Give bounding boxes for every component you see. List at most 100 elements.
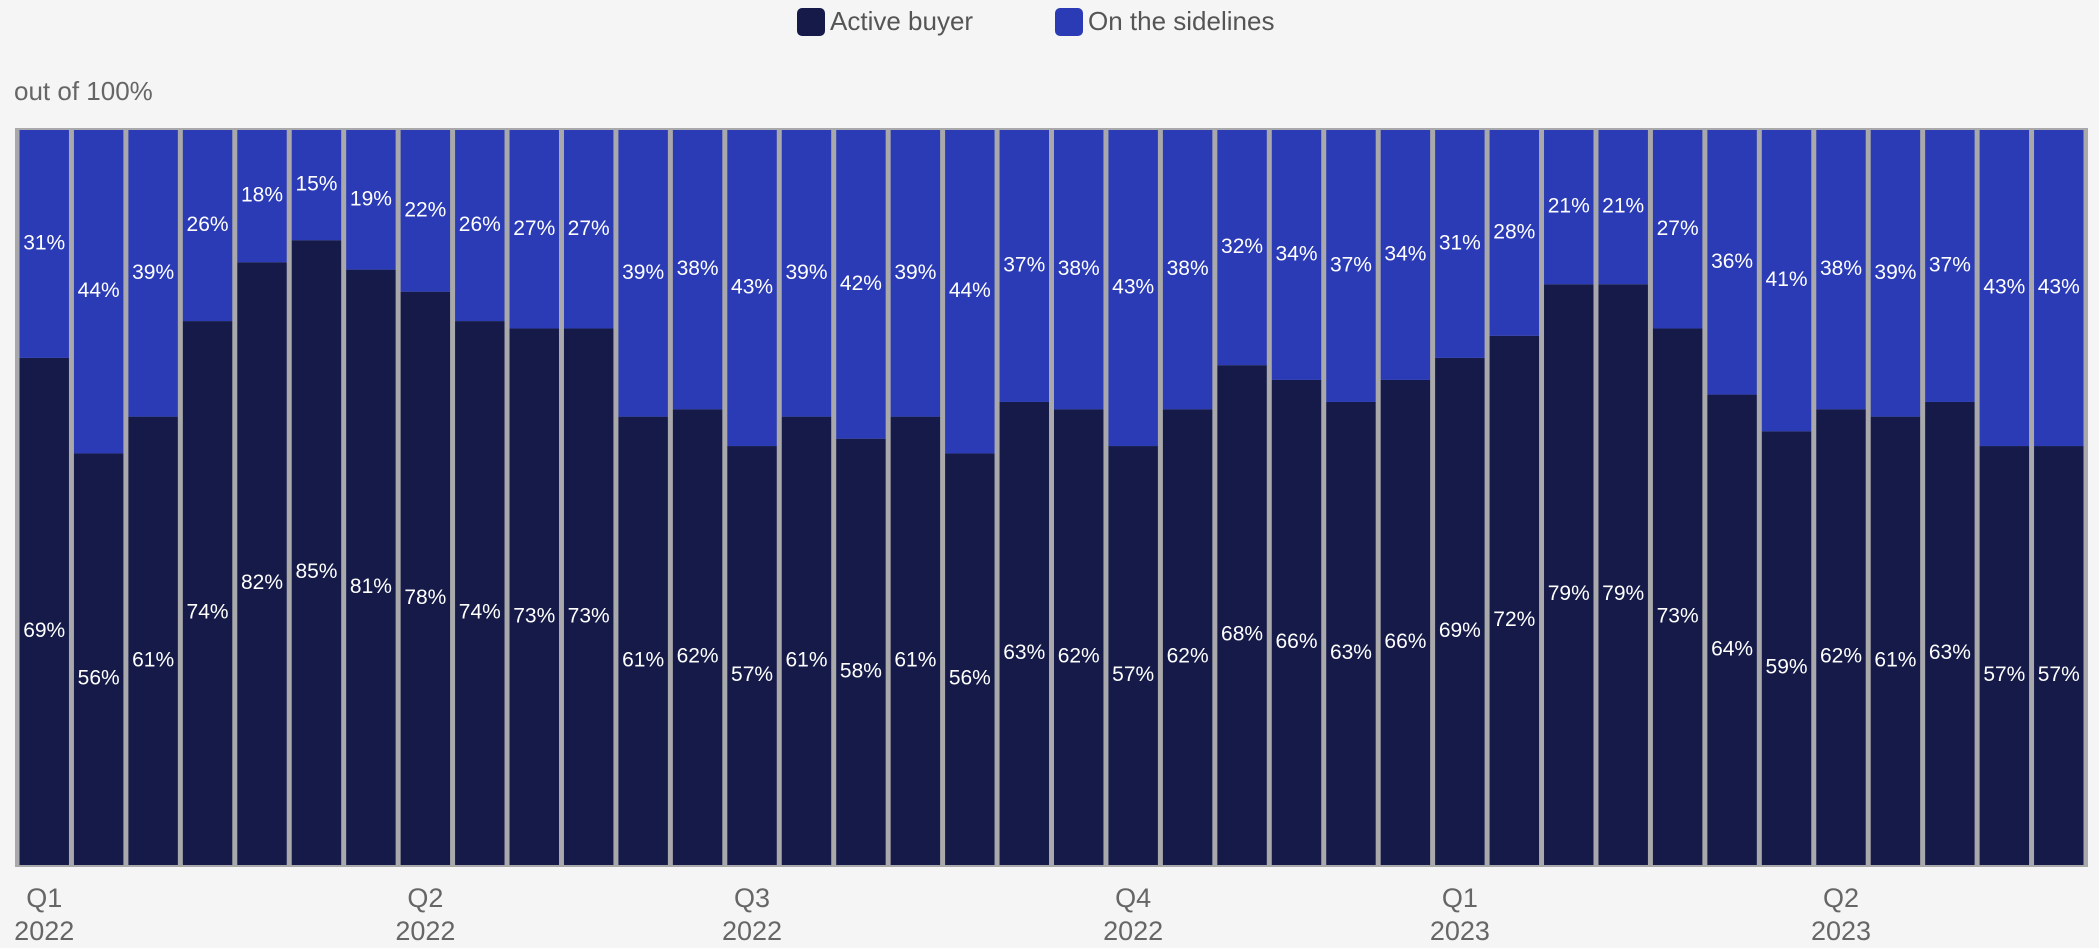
- bar-segment: [945, 453, 995, 865]
- bar-segment: [128, 416, 178, 865]
- bar-segment: [1707, 394, 1757, 865]
- value-label: 62%: [677, 645, 719, 668]
- bar-segment: [1544, 130, 1594, 285]
- bar-segment: [1380, 379, 1431, 865]
- value-label: 69%: [23, 619, 65, 642]
- value-label: 43%: [1983, 276, 2025, 299]
- value-label: 62%: [1820, 645, 1862, 668]
- value-label: 61%: [894, 648, 936, 671]
- value-label: 39%: [1874, 261, 1916, 284]
- bar-segment: [509, 130, 559, 329]
- value-label: 63%: [1929, 641, 1971, 664]
- value-label: 68%: [1221, 623, 1263, 646]
- bar-segment: [455, 321, 505, 866]
- bar-segment: [836, 438, 886, 865]
- bar-segment: [2034, 130, 2084, 447]
- bar-segment: [1162, 409, 1213, 865]
- value-label: 57%: [1983, 663, 2025, 686]
- value-label: 61%: [132, 648, 174, 671]
- bar-segment: [2034, 446, 2084, 865]
- bar-segment: [1380, 130, 1431, 380]
- bar-segment: [1054, 130, 1104, 410]
- bar-segment: [73, 130, 124, 454]
- bar-segment: [1925, 401, 1975, 865]
- bar-segment: [836, 130, 886, 439]
- value-label: 85%: [295, 560, 337, 583]
- value-label: 78%: [404, 586, 446, 609]
- bar-segment: [1925, 130, 1975, 402]
- value-label: 57%: [2038, 663, 2080, 686]
- value-label: 36%: [1711, 250, 1753, 273]
- legend-swatch: [1055, 8, 1083, 36]
- bar-segment: [890, 416, 941, 865]
- bar-segment: [1217, 365, 1267, 865]
- bar-segment: [1816, 409, 1866, 865]
- value-label: 38%: [677, 257, 719, 280]
- bar-segment: [1652, 328, 1703, 865]
- bar-segment: [1326, 130, 1376, 402]
- bar-segment: [618, 416, 668, 865]
- value-label: 38%: [1820, 257, 1862, 280]
- bar-segment: [945, 130, 995, 454]
- bar-segment: [291, 130, 342, 241]
- x-tick-label: Q1 2022: [14, 883, 74, 946]
- value-label: 19%: [350, 187, 392, 210]
- y-axis-label: out of 100%: [14, 76, 153, 106]
- legend-label: Active buyer: [830, 6, 973, 36]
- value-label: 31%: [23, 231, 65, 254]
- bar-segment: [1652, 130, 1703, 329]
- bar-segment: [1217, 130, 1267, 366]
- bar-segment: [1707, 130, 1757, 395]
- bar-segment: [1816, 130, 1866, 410]
- value-label: 62%: [1058, 645, 1100, 668]
- bar-segment: [1326, 401, 1376, 865]
- bar-segment: [19, 130, 69, 358]
- bar-segment: [1271, 379, 1322, 865]
- value-label: 56%: [78, 667, 120, 690]
- value-label: 21%: [1602, 195, 1644, 218]
- bar-segment: [1598, 284, 1648, 866]
- value-label: 43%: [1112, 276, 1154, 299]
- bar-segment: [182, 130, 233, 322]
- value-label: 74%: [187, 601, 229, 624]
- value-label: 79%: [1548, 582, 1590, 605]
- value-label: 34%: [1384, 242, 1426, 265]
- bar-segment: [128, 130, 178, 417]
- value-label: 37%: [1330, 254, 1372, 277]
- bar-segment: [1108, 446, 1158, 865]
- bar-segment: [999, 401, 1049, 865]
- value-label: 15%: [295, 173, 337, 196]
- value-label: 39%: [785, 261, 827, 284]
- value-label: 44%: [949, 279, 991, 302]
- legend-label: On the sidelines: [1088, 6, 1274, 36]
- bar-segment: [1489, 130, 1540, 336]
- bar-segment: [1979, 446, 2030, 865]
- x-tick-label: Q2 2023: [1811, 883, 1871, 946]
- bar-segment: [727, 446, 777, 865]
- bar-segment: [1435, 130, 1485, 358]
- bar-segment: [1979, 130, 2030, 447]
- x-tick-label: Q3 2022: [722, 883, 782, 946]
- value-label: 44%: [78, 279, 120, 302]
- value-label: 31%: [1439, 231, 1481, 254]
- value-label: 62%: [1167, 645, 1209, 668]
- value-label: 39%: [622, 261, 664, 284]
- bar-segment: [346, 130, 396, 270]
- x-tick-label: Q2 2022: [395, 883, 455, 946]
- bar-segment: [563, 130, 614, 329]
- value-label: 64%: [1711, 637, 1753, 660]
- value-label: 63%: [1003, 641, 1045, 664]
- value-label: 79%: [1602, 582, 1644, 605]
- value-label: 28%: [1493, 220, 1535, 243]
- bar-segment: [618, 130, 668, 417]
- bar-segment: [400, 130, 451, 292]
- value-label: 61%: [1874, 648, 1916, 671]
- value-label: 22%: [404, 198, 446, 221]
- value-label: 72%: [1493, 608, 1535, 631]
- bar-segment: [1544, 284, 1594, 866]
- bar-segment: [890, 130, 941, 417]
- bar-segment: [509, 328, 559, 865]
- value-label: 73%: [568, 604, 610, 627]
- value-label: 37%: [1003, 254, 1045, 277]
